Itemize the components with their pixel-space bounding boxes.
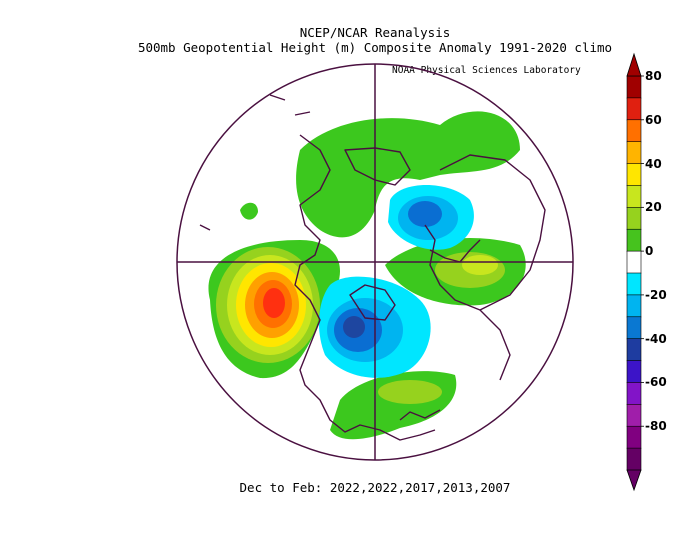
colorbar-label: 0	[645, 244, 654, 259]
anomaly-contour-70	[263, 288, 285, 318]
colorbar-segment	[626, 404, 642, 427]
globe-boundary	[176, 63, 574, 461]
anomaly-positive-small	[240, 202, 258, 220]
colorbar-label: 40	[645, 156, 662, 171]
colorbar-segment	[626, 163, 642, 187]
colorbar-segment	[626, 382, 642, 405]
coastline-eurasia	[424, 154, 546, 311]
colorbar-segment	[626, 447, 642, 471]
colorbar-segment	[626, 141, 642, 165]
colorbar-segment	[626, 228, 642, 252]
anomaly-field	[208, 111, 526, 440]
colorbar-segment	[626, 75, 642, 99]
colorbar-label: 60	[645, 112, 662, 127]
coastlines	[199, 94, 546, 441]
map-subtitle: 500mb Geopotential Height (m) Composite …	[137, 40, 613, 55]
colorbar-segment	[626, 119, 642, 143]
coastline-caribbean	[399, 409, 441, 421]
colorbar-label: 20	[645, 200, 662, 215]
colorbar-segment	[626, 250, 642, 274]
colorbar-label: -80	[645, 419, 667, 434]
anomaly-contour-nat-30	[408, 201, 442, 227]
colorbar-max-arrow	[626, 52, 642, 77]
colorbar-segment	[626, 425, 642, 449]
colorbar-segment	[626, 97, 642, 121]
colorbar-segment	[626, 272, 642, 296]
colorbar-segment	[626, 207, 642, 230]
coastline-hudson-bay	[349, 284, 396, 321]
anomaly-contour-atl-20	[378, 380, 442, 404]
coastline-islands	[199, 94, 531, 231]
colorbar-segment	[626, 316, 642, 340]
coastline-africa	[479, 309, 511, 381]
colorbar-label: -20	[645, 287, 667, 302]
colorbar-label: -40	[645, 331, 667, 346]
colorbar-segment	[626, 185, 642, 208]
period-label: Dec to Feb: 2022,2022,2017,2013,2007	[239, 480, 511, 495]
anomaly-contour-na-40	[343, 316, 365, 338]
colorbar-segment	[626, 294, 642, 318]
anomaly-contour-eu-30	[462, 255, 498, 275]
colorbar-segment	[626, 360, 642, 384]
map-title: NCEP/NCAR Reanalysis	[299, 25, 451, 40]
coastline-greenland	[344, 147, 411, 186]
coastline-north-america	[294, 134, 436, 441]
colorbar-label: 80	[645, 69, 662, 83]
credit-label: NOAA Physical Sciences Laboratory	[392, 65, 581, 76]
colorbar-segment	[626, 338, 642, 362]
colorbar-label: -60	[645, 375, 667, 390]
colorbar-min-arrow	[626, 469, 642, 492]
anomaly-positive-arctic	[296, 111, 520, 238]
